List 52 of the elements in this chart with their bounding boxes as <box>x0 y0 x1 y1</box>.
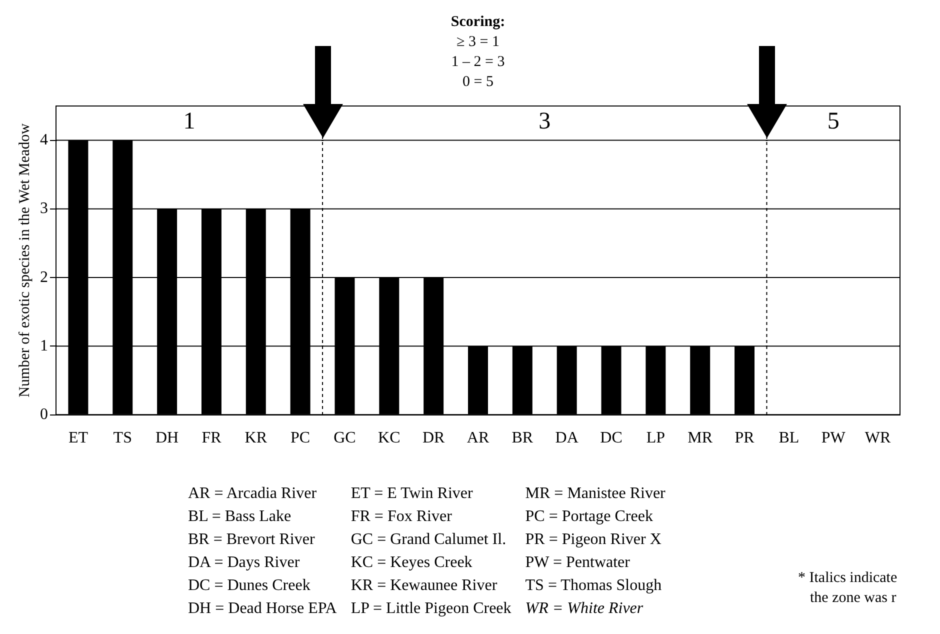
y-axis-title: Number of exotic species in the Wet Meadow <box>16 123 33 398</box>
text: GC = Grand Calumet Il. <box>350 530 508 550</box>
text: PR = Pigeon River X <box>525 530 662 550</box>
x-tick-label: BR <box>512 430 534 447</box>
text: KR = Kewaunee River <box>350 576 498 596</box>
text: 0 = 5 <box>462 73 494 92</box>
x-tick-label: FR <box>202 430 222 447</box>
text: BL = Bass Lake <box>188 507 292 527</box>
y-tick-label: 1 <box>40 337 48 354</box>
text: AR = Arcadia River <box>188 484 318 504</box>
x-tick-label: DA <box>555 430 579 447</box>
y-tick-label: 3 <box>40 200 48 218</box>
x-tick-label: DR <box>422 430 446 447</box>
text: * Italics indicate <box>798 569 898 588</box>
text: LP = Little Pigeon Creek <box>350 599 512 619</box>
x-tick-label: GC <box>334 430 356 447</box>
x-tick-label: LP <box>646 430 666 447</box>
text: PW = Pentwater <box>525 553 631 573</box>
x-tick-label: MR <box>688 430 713 447</box>
text: the zone was r <box>809 589 898 608</box>
x-tick-label: DC <box>600 430 622 447</box>
x-tick-label: AR <box>466 430 490 447</box>
x-tick-label: DH <box>156 430 180 447</box>
text: FR = Fox River <box>350 507 453 527</box>
text: ET = E Twin River <box>350 484 474 504</box>
band-label: 1 <box>183 108 196 134</box>
x-tick-label: PC <box>290 430 310 447</box>
text: BR = Brevort River <box>188 530 316 550</box>
text: 1 – 2 = 3 <box>450 53 506 72</box>
text: WR = White River <box>525 599 644 619</box>
text: KC = Keyes Creek <box>350 553 474 573</box>
band-label: 5 <box>827 108 840 134</box>
x-tick-label: PR <box>734 430 755 447</box>
text: DC = Dunes Creek <box>188 576 312 596</box>
x-tick-label: TS <box>113 430 132 447</box>
y-tick-label: 2 <box>40 268 48 286</box>
x-tick-label: WR <box>864 430 891 447</box>
x-tick-label: BL <box>778 430 800 447</box>
text: DH = Dead Horse EPA <box>188 599 337 619</box>
y-tick-label: 4 <box>40 132 48 149</box>
text: ≥ 3 = 1 <box>456 33 500 52</box>
x-tick-label: KR <box>244 430 268 447</box>
text: PC = Portage Creek <box>525 507 654 527</box>
text: MR = Manistee River <box>525 484 666 504</box>
y-tick-label: 0 <box>40 406 48 424</box>
x-tick-label: KC <box>378 430 400 447</box>
text: TS = Thomas Slough <box>525 576 663 596</box>
band-label: 3 <box>538 108 551 134</box>
chart-title: Scoring: <box>450 13 506 32</box>
text: DA = Days River <box>188 553 301 573</box>
x-tick-label: PW <box>821 430 846 447</box>
x-tick-label: ET <box>68 430 88 447</box>
